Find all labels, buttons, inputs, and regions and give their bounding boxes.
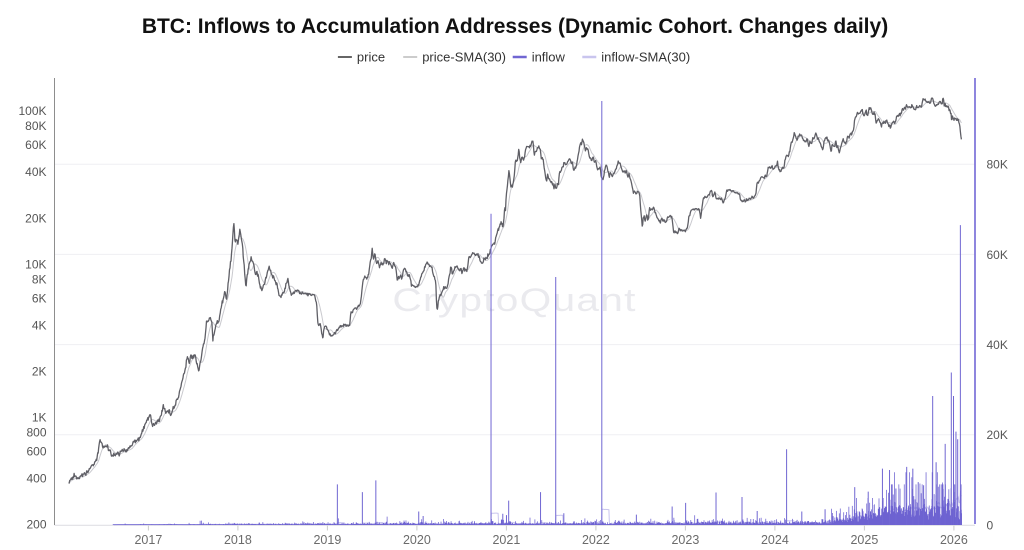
svg-text:400: 400 xyxy=(26,472,46,486)
svg-text:800: 800 xyxy=(26,426,46,440)
svg-text:2023: 2023 xyxy=(671,533,699,547)
svg-text:1K: 1K xyxy=(32,411,47,425)
svg-text:BTC: Inflows to Accumulation A: BTC: Inflows to Accumulation Addresses (… xyxy=(142,15,888,38)
svg-text:price: price xyxy=(357,50,385,65)
svg-text:80K: 80K xyxy=(25,119,46,133)
svg-text:inflow-SMA(30): inflow-SMA(30) xyxy=(601,50,690,65)
svg-text:600: 600 xyxy=(26,445,46,459)
svg-text:2024: 2024 xyxy=(761,533,789,547)
svg-text:2021: 2021 xyxy=(492,533,520,547)
svg-text:inflow: inflow xyxy=(532,50,566,65)
svg-text:price-SMA(30): price-SMA(30) xyxy=(422,50,506,65)
svg-text:4K: 4K xyxy=(32,318,47,332)
svg-text:2020: 2020 xyxy=(403,533,431,547)
svg-text:40K: 40K xyxy=(25,165,46,179)
svg-text:8K: 8K xyxy=(32,272,47,286)
svg-text:60K: 60K xyxy=(987,248,1008,262)
svg-text:0: 0 xyxy=(987,518,994,532)
svg-text:40K: 40K xyxy=(987,338,1008,352)
svg-text:20K: 20K xyxy=(987,428,1008,442)
svg-text:2018: 2018 xyxy=(224,533,252,547)
svg-text:2K: 2K xyxy=(32,365,47,379)
svg-text:200: 200 xyxy=(26,518,46,532)
svg-text:CryptoQuant: CryptoQuant xyxy=(392,282,636,318)
svg-text:20K: 20K xyxy=(25,211,46,225)
svg-text:60K: 60K xyxy=(25,138,46,152)
svg-text:2026: 2026 xyxy=(940,533,968,547)
svg-text:2022: 2022 xyxy=(582,533,610,547)
svg-text:2019: 2019 xyxy=(313,533,341,547)
svg-text:2025: 2025 xyxy=(850,533,878,547)
svg-text:2017: 2017 xyxy=(134,533,162,547)
svg-text:6K: 6K xyxy=(32,291,47,305)
svg-text:80K: 80K xyxy=(987,158,1008,172)
svg-text:10K: 10K xyxy=(25,257,46,271)
svg-text:100K: 100K xyxy=(18,104,46,118)
